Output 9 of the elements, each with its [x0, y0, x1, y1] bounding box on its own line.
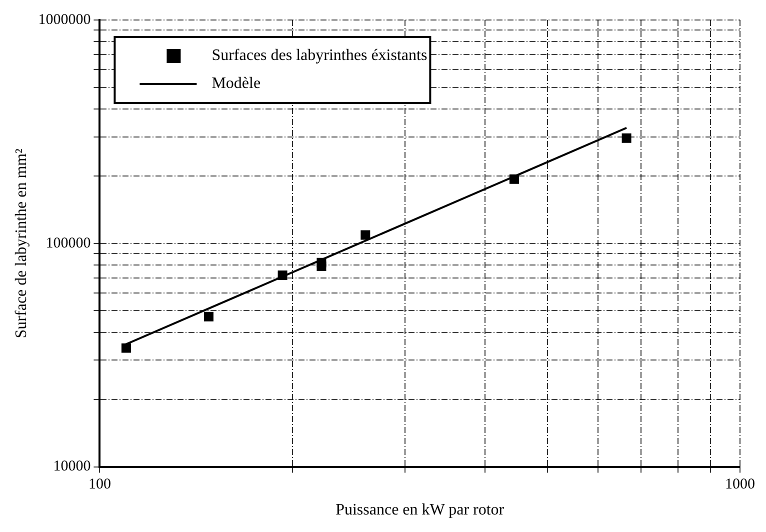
y-tick-label: 10000 — [53, 458, 91, 475]
x-tick-label: 1000 — [725, 476, 755, 493]
y-tick-label: 1000000 — [38, 12, 91, 28]
legend-label: Surfaces des labyrinthes éxistants — [212, 47, 428, 64]
y-axis-title: Surface de labyrinthe en mm² — [12, 148, 30, 338]
x-axis-title: Puissance en kW par rotor — [336, 502, 505, 519]
legend-label: Modèle — [212, 75, 261, 92]
x-tick-label: 100 — [88, 476, 111, 493]
y-tick-label: 100000 — [46, 235, 91, 252]
